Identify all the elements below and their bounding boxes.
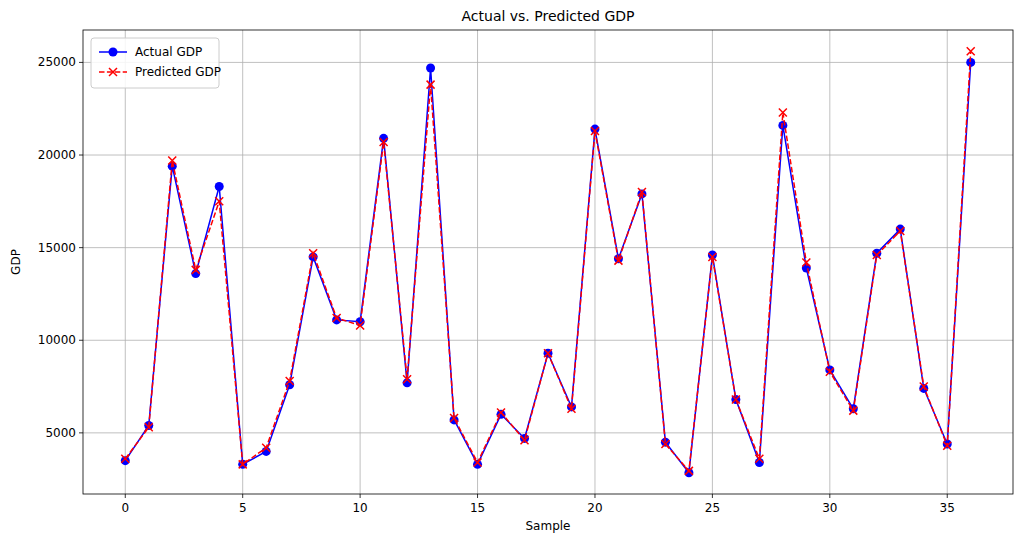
- legend: Actual GDP Predicted GDP: [91, 38, 221, 88]
- marker: [873, 251, 881, 259]
- tick: [477, 494, 478, 498]
- legend-marker: [109, 48, 118, 57]
- tick-label: 20: [587, 501, 602, 515]
- tick: [594, 494, 595, 498]
- tick: [79, 432, 83, 433]
- marker: [356, 321, 364, 329]
- x-axis-label: Sample: [526, 519, 571, 533]
- marker: [661, 440, 669, 448]
- tick-label: 25: [705, 501, 720, 515]
- marker: [614, 257, 622, 265]
- legend-label: Actual GDP: [135, 45, 202, 59]
- title: Actual vs. Predicted GDP: [461, 8, 634, 24]
- marker: [872, 249, 881, 258]
- marker: [732, 396, 740, 404]
- tick-label: 20000: [38, 148, 76, 162]
- marker: [121, 456, 130, 465]
- marker: [521, 436, 529, 444]
- tick-label: 25000: [38, 55, 76, 69]
- marker: [380, 138, 388, 146]
- marker: [755, 455, 763, 463]
- marker: [802, 258, 810, 266]
- tick: [79, 62, 83, 63]
- grid-line: [829, 30, 830, 494]
- legend-marker: [109, 68, 117, 76]
- marker: [567, 405, 575, 413]
- tick: [125, 494, 126, 498]
- frame: [83, 30, 1013, 494]
- marker: [920, 383, 928, 391]
- series-line: [125, 51, 970, 471]
- grid-line: [83, 247, 1013, 248]
- tick-label: 10: [352, 501, 367, 515]
- tick: [79, 340, 83, 341]
- marker: [215, 182, 224, 191]
- grid-line: [947, 30, 948, 494]
- tick-label: 35: [940, 501, 955, 515]
- marker: [779, 108, 787, 116]
- legend-box: [91, 38, 219, 88]
- tick-label: 5: [239, 501, 247, 515]
- marker: [426, 63, 435, 72]
- marker: [215, 197, 223, 205]
- tick: [79, 155, 83, 156]
- marker: [262, 444, 270, 452]
- background: [0, 0, 1023, 547]
- tick-label: 15000: [38, 241, 76, 255]
- marker: [708, 253, 716, 261]
- grid-line: [477, 30, 478, 494]
- marker: [121, 455, 129, 463]
- marker: [685, 467, 693, 475]
- tick-label: 30: [822, 501, 837, 515]
- marker: [474, 459, 482, 467]
- marker: [427, 81, 435, 89]
- chart: 0 5 10 15 20 25 30 35 5000 10000 15000 20000 25000 Ac…: [0, 0, 1023, 547]
- grid-line: [83, 340, 1013, 341]
- tick: [360, 494, 361, 498]
- tick: [79, 247, 83, 248]
- grid-line: [83, 432, 1013, 433]
- marker: [309, 249, 317, 257]
- grid-line: [83, 62, 1013, 63]
- marker: [403, 375, 411, 383]
- tick-label: 15: [470, 501, 485, 515]
- series-line: [125, 62, 970, 472]
- grid-line: [83, 155, 1013, 156]
- marker: [450, 414, 458, 422]
- tick: [242, 494, 243, 498]
- tick: [947, 494, 948, 498]
- marker: [286, 377, 294, 385]
- marker: [967, 47, 975, 55]
- marker: [520, 434, 529, 443]
- tick: [712, 494, 713, 498]
- grid-line: [242, 30, 243, 494]
- marker: [168, 157, 176, 165]
- legend-label: Predicted GDP: [135, 65, 221, 79]
- grid-line: [360, 30, 361, 494]
- tick: [829, 494, 830, 498]
- marker: [849, 407, 857, 415]
- marker: [544, 349, 553, 358]
- marker: [333, 314, 341, 322]
- grid-line: [125, 30, 126, 494]
- marker: [943, 442, 951, 450]
- marker: [497, 408, 505, 416]
- plot-data: [121, 47, 975, 477]
- marker: [544, 349, 552, 357]
- tick-label: 0: [121, 501, 129, 515]
- tick-label: 10000: [38, 333, 76, 347]
- marker: [896, 227, 904, 235]
- marker: [239, 460, 247, 468]
- y-axis-label: GDP: [9, 249, 23, 275]
- marker: [145, 423, 153, 431]
- tick-label: 5000: [45, 426, 76, 440]
- marker: [591, 127, 599, 135]
- grid-line: [594, 30, 595, 494]
- marker: [192, 266, 200, 274]
- marker: [638, 188, 646, 196]
- marker: [826, 368, 834, 376]
